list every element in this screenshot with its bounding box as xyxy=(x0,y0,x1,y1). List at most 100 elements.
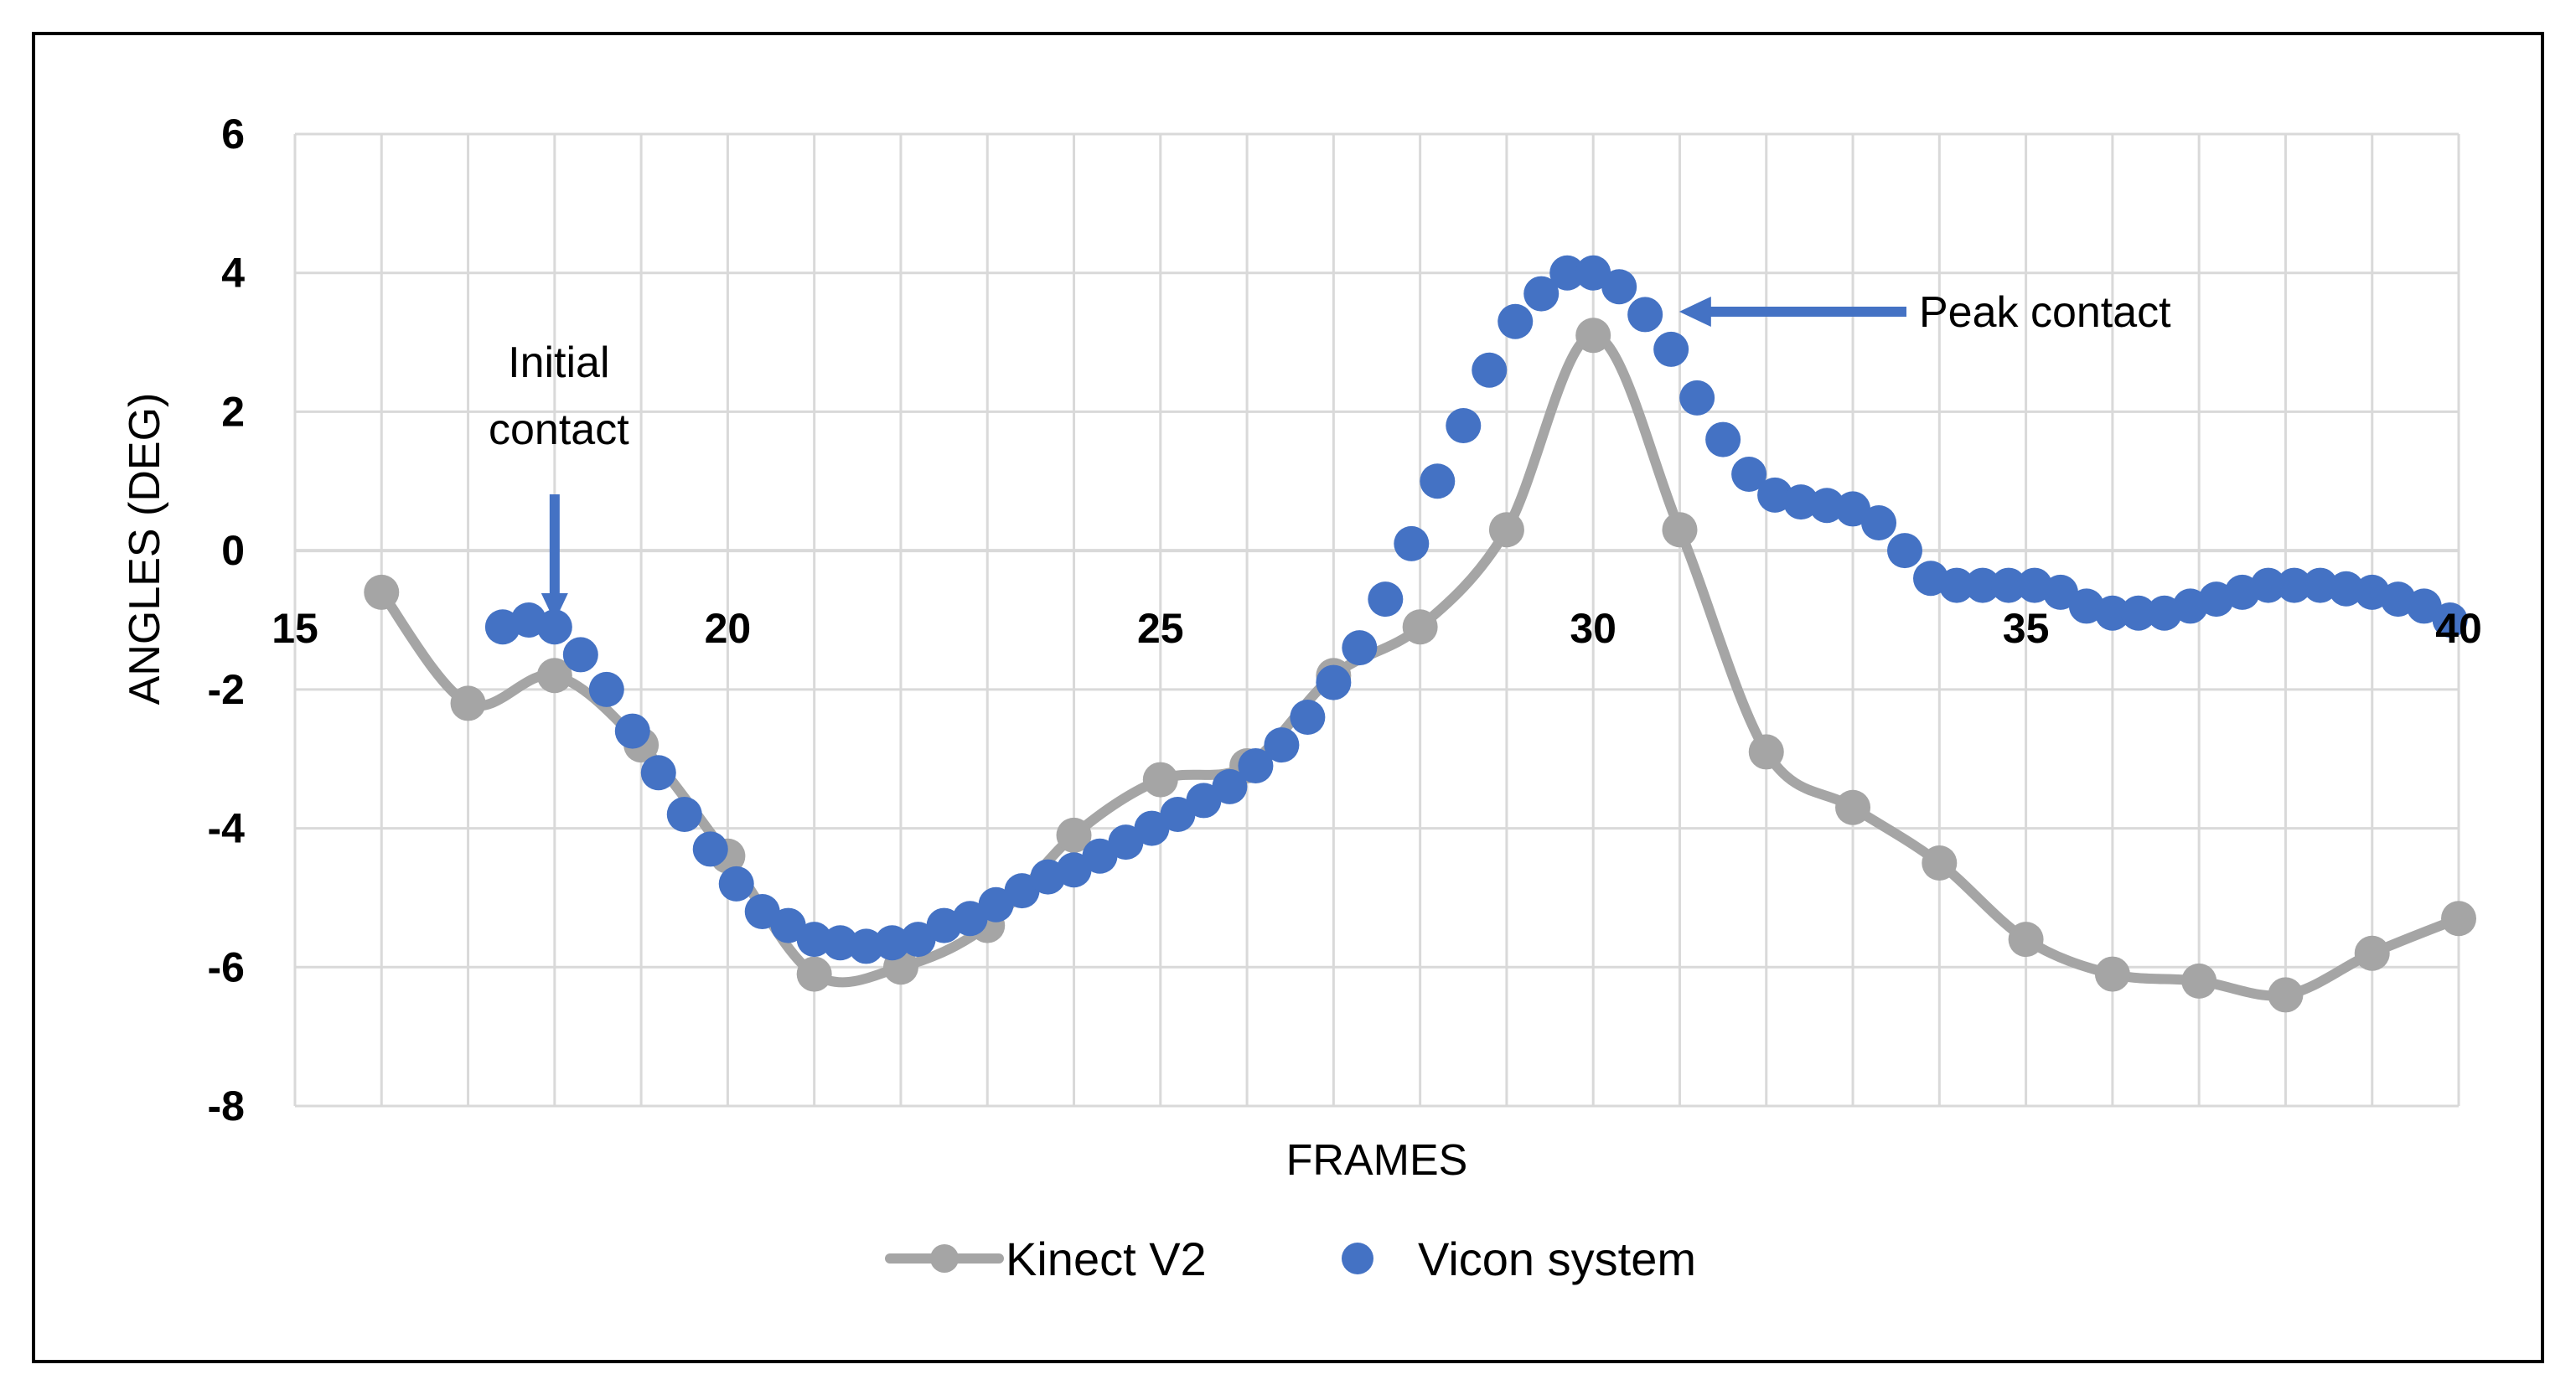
kinect-point xyxy=(1142,762,1178,798)
x-tick-label: 15 xyxy=(272,605,318,652)
vicon-point xyxy=(2406,588,2442,624)
y-tick-label: -8 xyxy=(208,1083,245,1129)
vicon-point xyxy=(588,671,624,707)
vicon-point xyxy=(1394,525,1430,561)
x-tick-label: 30 xyxy=(1570,605,1616,652)
vicon-point xyxy=(1835,491,1871,527)
vicon-point xyxy=(640,755,676,791)
kinect-point xyxy=(1922,845,1958,881)
kinect-point xyxy=(1488,512,1524,548)
vicon-point xyxy=(614,713,650,749)
vicon-point xyxy=(952,901,988,937)
kinect-point xyxy=(1748,734,1784,770)
legend-item-vicon: Vicon system xyxy=(1342,1233,1696,1285)
vicon-point xyxy=(2120,595,2156,631)
kinect-point xyxy=(2268,977,2304,1013)
vicon-point xyxy=(1004,873,1040,909)
vicon-point xyxy=(1887,533,1923,569)
annotation-text: contact xyxy=(489,406,629,454)
kinect-point xyxy=(1402,609,1438,645)
vicon-point xyxy=(1731,457,1767,492)
x-axis-ticks: 15 20 25 30 35 40 xyxy=(272,605,2482,652)
vicon-point xyxy=(770,907,806,943)
y-tick-label: -6 xyxy=(208,943,245,990)
vicon-point xyxy=(1368,581,1404,618)
vicon-point xyxy=(1679,380,1715,416)
legend-marker-kinect xyxy=(930,1244,959,1273)
legend-item-kinect: Kinect V2 xyxy=(885,1233,1207,1285)
kinect-point xyxy=(536,658,572,694)
vicon-point xyxy=(2432,602,2468,638)
x-tick-label: 20 xyxy=(705,605,752,652)
vicon-point xyxy=(692,831,728,867)
legend: Kinect V2 Vicon system xyxy=(885,1233,1696,1285)
vicon-point xyxy=(1861,505,1897,540)
legend-marker-vicon xyxy=(1342,1243,1373,1274)
x-tick-label: 35 xyxy=(2003,605,2050,652)
annotation-arrow-head xyxy=(541,593,568,622)
y-tick-label: 2 xyxy=(221,388,245,435)
vicon-point xyxy=(1160,797,1196,832)
series-kinect xyxy=(364,318,2476,1013)
vicon-point xyxy=(1238,748,1274,783)
vicon-point xyxy=(2302,567,2338,603)
vicon-point xyxy=(1082,838,1118,874)
vicon-point xyxy=(900,922,936,958)
vicon-point xyxy=(1264,727,1300,763)
y-tick-label: 4 xyxy=(221,250,245,297)
kinect-point xyxy=(2441,901,2476,937)
kinect-point xyxy=(2008,922,2044,958)
vicon-point xyxy=(1575,255,1611,291)
vicon-point xyxy=(1420,463,1456,499)
vicon-point xyxy=(874,925,910,961)
series-vicon xyxy=(484,255,2468,964)
vicon-point xyxy=(718,866,754,902)
vicon-point xyxy=(1783,484,1819,520)
annotation-text: Peak contact xyxy=(1919,288,2171,337)
vicon-point xyxy=(822,925,858,961)
vicon-point xyxy=(2094,595,2130,631)
y-tick-label: -4 xyxy=(208,805,246,852)
kinect-point xyxy=(1835,789,1871,825)
annotations: Initial contact Peak contact xyxy=(489,288,2171,622)
vicon-point xyxy=(1446,408,1482,443)
vicon-point xyxy=(666,797,702,832)
kinect-point xyxy=(796,956,832,992)
vicon-point xyxy=(1316,664,1352,700)
kinect-point xyxy=(1575,318,1611,354)
x-axis-title: FRAMES xyxy=(1286,1136,1468,1185)
y-tick-label: 0 xyxy=(221,527,245,574)
kinect-point xyxy=(2094,956,2130,992)
vicon-point xyxy=(978,886,1014,922)
vicon-point xyxy=(1186,783,1222,819)
kinect-point xyxy=(2354,935,2390,971)
vicon-point xyxy=(1549,255,1585,291)
vicon-point xyxy=(1056,852,1092,888)
vicon-point xyxy=(1290,700,1326,735)
vicon-point xyxy=(536,609,572,645)
vicon-point xyxy=(1964,567,2000,603)
annotation-arrow-head xyxy=(1679,297,1711,327)
legend-label-kinect: Kinect V2 xyxy=(1006,1233,1207,1285)
kinect-point xyxy=(1662,512,1698,548)
vicon-point xyxy=(744,894,780,929)
vicon-point xyxy=(2042,574,2078,610)
y-tick-label: -2 xyxy=(208,666,245,713)
vicon-point xyxy=(796,922,832,958)
y-axis-title: ANGLES (DEG) xyxy=(121,393,169,705)
vicon-point xyxy=(1212,768,1248,804)
vicon-point xyxy=(1497,303,1534,339)
annotation-initial-contact: Initial contact xyxy=(489,338,629,622)
vicon-point xyxy=(1809,488,1845,524)
vicon-point xyxy=(1990,567,2026,603)
kinect-point xyxy=(364,574,400,610)
y-axis-ticks: -8 -6 -4 -2 0 2 4 6 xyxy=(208,111,246,1129)
vicon-point xyxy=(562,637,598,673)
vicon-point xyxy=(1134,810,1170,846)
vicon-point xyxy=(1108,824,1144,860)
vicon-point xyxy=(1342,630,1378,666)
vicon-point xyxy=(2276,567,2312,603)
kinect-point xyxy=(2181,963,2217,999)
